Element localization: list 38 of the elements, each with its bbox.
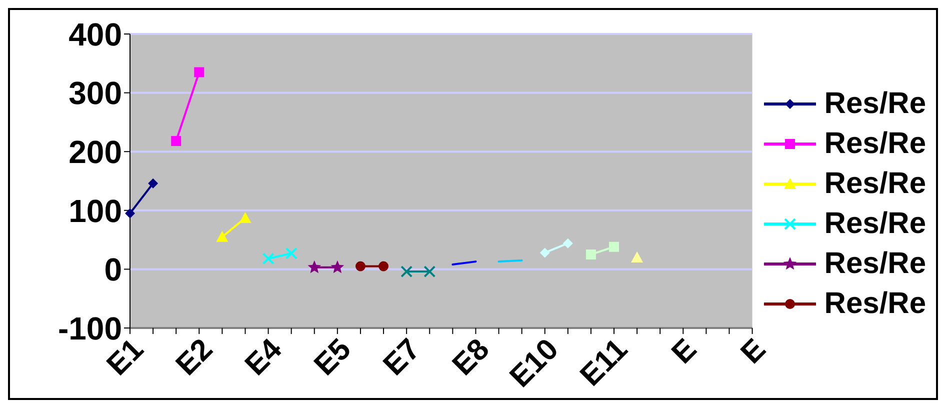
point [400,266,413,278]
point [262,252,274,265]
legend-label: Res/Re [824,127,926,161]
legend-label: Res/Re [824,247,926,281]
point [608,242,619,252]
point [171,136,182,146]
point [355,261,366,272]
point [125,208,135,218]
x-tick-label: E7 [377,332,427,382]
x-tick-label: E2 [170,332,220,382]
x-tick-label: E4 [239,332,289,382]
point [586,250,596,260]
point [330,260,344,274]
point [540,248,550,258]
x-tick-label: E [666,332,704,370]
legend-label: Res/Re [824,287,926,321]
point [308,260,322,274]
legend-label: Res/Re [824,167,926,201]
y-tick-label: -100 [58,310,122,346]
x-tick-label: E11 [574,332,634,393]
x-tick-label: E10 [504,332,565,394]
y-tick-label: 300 [68,75,122,112]
point [148,178,158,188]
y-tick-label: 0 [104,252,122,288]
legend-label: Res/Re [824,207,926,241]
y-tick-label: 400 [68,16,122,52]
x-tick-label: E [734,332,772,370]
point [378,261,389,272]
point [194,67,204,78]
legend-label: Res/Re [824,87,926,121]
point [285,247,298,260]
x-tick-label: E5 [308,332,358,382]
point [631,251,644,262]
x-tick-label: E8 [446,332,496,382]
y-tick-label: 200 [68,134,122,170]
point [424,266,436,278]
y-tick-label: 100 [68,192,122,229]
point [562,238,573,248]
